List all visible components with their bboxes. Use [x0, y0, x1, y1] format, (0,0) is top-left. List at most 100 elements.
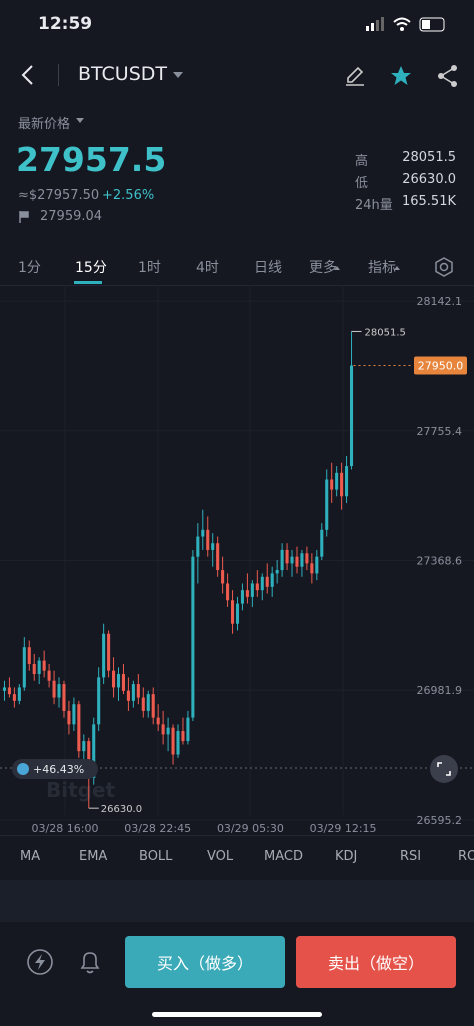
y-tick-label: 27755.4 [417, 425, 463, 438]
timeframe-tab[interactable]: 1时 [138, 260, 161, 276]
candle-body [151, 694, 155, 718]
dropdown-icon [76, 118, 84, 123]
settings-icon[interactable] [433, 256, 455, 278]
candle-body [141, 697, 145, 711]
candle-body [260, 576, 264, 591]
candle-body [305, 553, 309, 564]
x-tick-label: 03/29 12:15 [310, 822, 377, 835]
fullscreen-icon [437, 762, 451, 776]
candle-body [300, 553, 304, 567]
candle-body [82, 741, 86, 752]
indicator-tab[interactable]: RSI [400, 849, 422, 864]
tab-underline [74, 281, 102, 284]
candle-body [255, 583, 259, 591]
candle-body [211, 543, 215, 550]
candle-body [57, 684, 61, 698]
indicator-tab[interactable]: VOL [207, 849, 234, 864]
candle-body [201, 529, 205, 537]
candle-body [27, 647, 31, 664]
status-time: 12:59 [38, 14, 93, 34]
timeframe-tab[interactable]: 4时 [196, 260, 219, 276]
candle-body [107, 633, 111, 671]
candle-body [72, 704, 76, 725]
candle-body [290, 556, 294, 564]
stat-value: 26630.0 [402, 172, 456, 187]
candle-body [126, 690, 130, 701]
candle-body [102, 633, 106, 678]
alert-button[interactable] [77, 948, 103, 976]
timeframe-tab[interactable]: 15分 [75, 260, 107, 276]
candle-body [37, 660, 41, 675]
candle-chart: 28142.1 27755.4 27368.6 26981.9 26595.2 03/28… [0, 285, 474, 835]
candle-body [7, 687, 11, 695]
candle-body [32, 663, 36, 675]
candle-body [22, 647, 26, 688]
candle-body [47, 670, 51, 681]
timeframe-tab[interactable]: 更多 [309, 260, 337, 276]
timeframe-tab[interactable]: 指标 [368, 260, 396, 276]
candle-body [121, 674, 126, 691]
tab-caret [394, 266, 400, 270]
candle-body [275, 570, 279, 574]
stat-label: 低 [355, 176, 369, 191]
indicator-tab[interactable]: BOLL [139, 849, 173, 864]
candle-body [230, 600, 235, 624]
candle-body [250, 583, 254, 597]
candle-body [156, 717, 160, 725]
mark-price: 27959.04 [40, 209, 103, 224]
candle-body [77, 704, 81, 752]
candle-body [181, 731, 185, 742]
candle-body [186, 717, 190, 742]
x-tick-label: 03/28 22:45 [124, 822, 191, 835]
candle-body [330, 479, 334, 490]
candle-body [116, 674, 121, 688]
indicator-tab[interactable]: MA [20, 849, 41, 864]
candle-body [221, 570, 225, 584]
candle-body [335, 472, 339, 490]
indicator-tab[interactable]: EMA [79, 849, 108, 864]
stat-value: 28051.5 [402, 150, 456, 165]
y-tick-label: 28142.1 [417, 295, 463, 308]
candle-body [146, 694, 150, 711]
symbol[interactable]: BTCUSDT [78, 63, 167, 85]
candle-body [17, 687, 21, 701]
usd-price: ≈$27957.50 [18, 188, 100, 203]
indicator-tab[interactable]: ROC [458, 849, 474, 864]
candle-body [131, 684, 135, 701]
timeframe-tab[interactable]: 日线 [254, 260, 282, 276]
candle-body [320, 529, 324, 557]
stat-label: 高 [355, 154, 369, 169]
y-tick-label: 26981.9 [417, 684, 463, 697]
candle-body [340, 472, 344, 497]
flash-button[interactable] [26, 948, 54, 976]
candle-body [265, 576, 269, 587]
candle-body [176, 731, 180, 755]
sell-button[interactable]: 卖出（做空） [296, 936, 456, 988]
badge-bg [12, 759, 98, 779]
indicator-tab[interactable]: KDJ [335, 849, 358, 864]
y-tick-label: 26595.2 [417, 814, 463, 827]
candle-body [235, 603, 240, 624]
candle-body [2, 687, 7, 691]
max-label: 28051.5 [365, 327, 406, 338]
fullscreen-button [430, 755, 458, 783]
candle-body [226, 583, 230, 601]
candle-body [191, 556, 195, 718]
candle-body [285, 549, 289, 564]
timeframe-tab[interactable]: 1分 [18, 260, 41, 276]
header-icons[interactable] [344, 64, 464, 88]
candle-body [171, 727, 175, 755]
indicator-tab[interactable]: MACD [264, 849, 303, 864]
candle-body [67, 710, 71, 725]
candle-body [166, 727, 170, 735]
back-button[interactable] [18, 64, 40, 86]
badge-label: +46.43% [33, 763, 84, 776]
candle-body [270, 573, 274, 587]
last-price: 27957.5 [16, 140, 167, 179]
candle-body [245, 590, 249, 597]
candle-body [52, 680, 56, 698]
buy-button[interactable]: 买入（做多） [125, 936, 285, 988]
x-tick-label: 03/29 05:30 [217, 822, 284, 835]
badge-icon [17, 763, 29, 775]
